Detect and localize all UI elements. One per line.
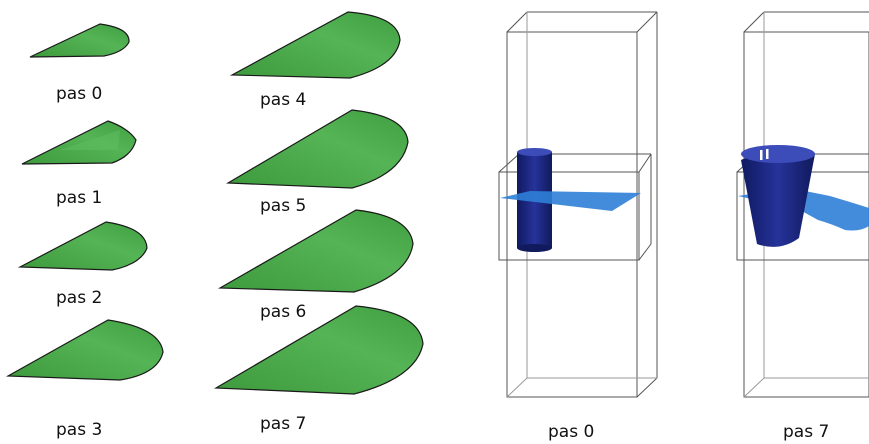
- leaf-shape-pas-4: [229, 11, 401, 79]
- leaf-shape-pas-5: [225, 109, 409, 189]
- leaf-shape-pas-2: [17, 221, 148, 271]
- leaf-label-pas-4: pas 4: [260, 90, 307, 110]
- box-label-pas-0: pas 0: [548, 422, 595, 442]
- leaf-shape-pas-0: [29, 23, 130, 58]
- leaf-label-pas-3: pas 3: [56, 420, 103, 440]
- leaf-label-pas-0: pas 0: [56, 84, 103, 104]
- leaf-shape-pas-3: [5, 319, 164, 381]
- plane-pas-0: [500, 191, 641, 211]
- leaf-label-pas-1: pas 1: [56, 188, 103, 208]
- leaf-shape-pas-1: [21, 120, 137, 165]
- box-label-pas-7: pas 7: [783, 422, 830, 442]
- leaf-shape-pas-6: [217, 209, 414, 293]
- leaf-label-pas-6: pas 6: [260, 302, 307, 322]
- leaf-label-pas-7: pas 7: [260, 414, 307, 434]
- box-shape-pas-0: [498, 11, 658, 398]
- leaf-label-pas-5: pas 5: [260, 196, 307, 216]
- leaf-shape-pas-7: [213, 305, 424, 395]
- cylinder-pas-7: [741, 145, 815, 247]
- leaf-label-pas-2: pas 2: [56, 288, 103, 308]
